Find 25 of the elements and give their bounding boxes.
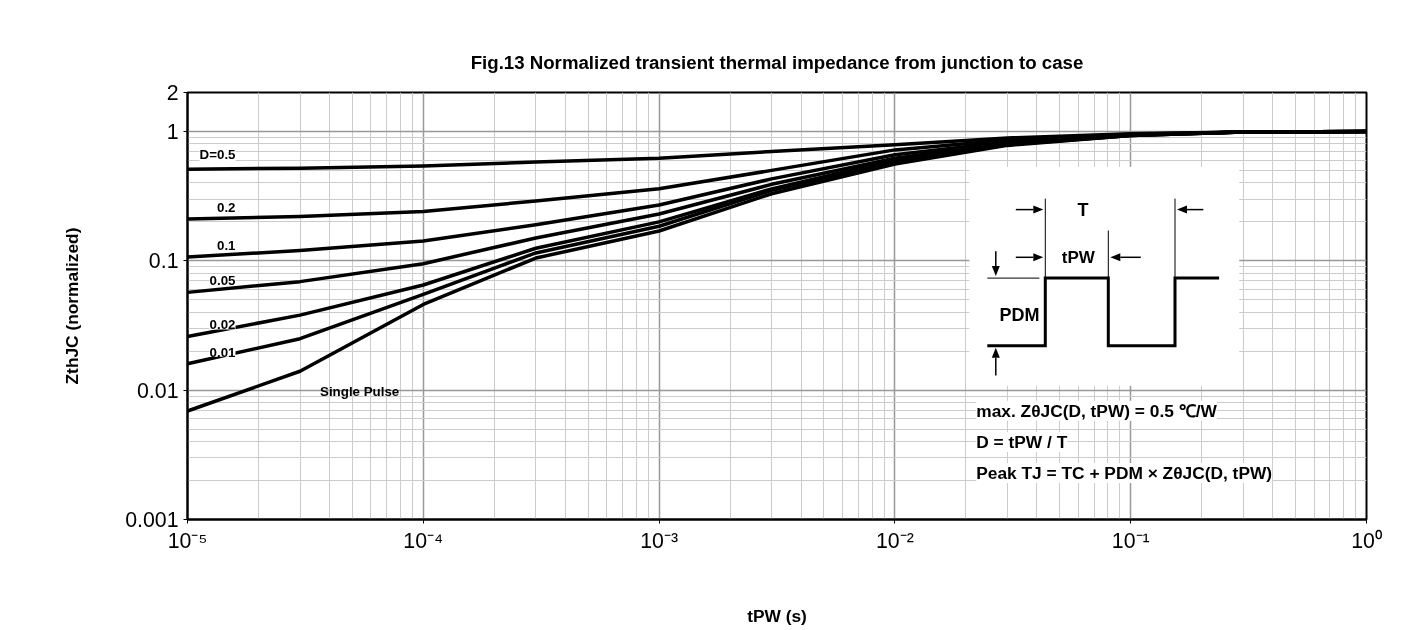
x-axis-title: tPW (s) [747,605,807,626]
series-label: 0.1 [216,237,237,253]
series-label: 0.2 [216,200,236,216]
annotation: Peak TJ = TC + PDM × ZθJC(D, tPW) [976,462,1273,483]
series-label: Single Pulse [320,384,400,400]
y-tick-label: 0.01 [136,378,179,403]
x-tick-label: 10⁻⁴ [403,528,444,553]
annotation: max. ZθJC(D, tPW) = 0.5 ℃/W [976,400,1218,421]
series-label: D=0.5 [199,147,237,163]
chart-title: Fig.13 Normalized transient thermal impedance from junction to case [470,51,1084,73]
annotation: tPW [1061,247,1096,267]
x-tick-label: 10⁻³ [640,528,679,553]
y-axis-title: ZthJC (normalized) [62,227,83,385]
series-label: 0.01 [209,344,237,360]
y-tick-label: 0.1 [148,249,179,274]
series-label: 0.05 [209,273,237,289]
x-tick-label: 10⁻² [875,528,914,553]
annotation: PDM [999,304,1040,325]
annotation: D = tPW / T [976,431,1068,452]
annotation: T [1077,199,1089,220]
series-label: 0.02 [209,317,236,333]
x-tick-label: 10⁻¹ [1111,528,1150,553]
y-tick-label: 1 [166,119,179,144]
y-tick-label: 2 [166,81,179,105]
x-tick-label: 10⁰ [1351,528,1383,553]
